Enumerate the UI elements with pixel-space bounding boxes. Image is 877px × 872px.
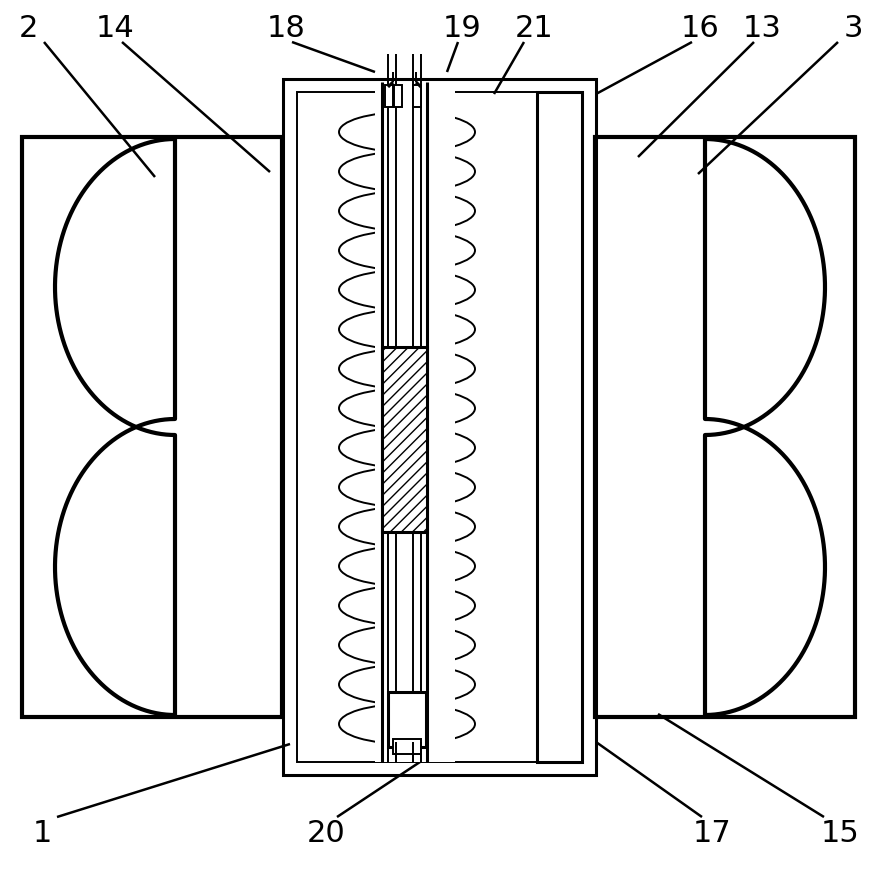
Bar xyxy=(393,739,421,754)
Text: 17: 17 xyxy=(693,820,731,848)
Bar xyxy=(334,112,480,744)
Text: 16: 16 xyxy=(681,15,719,44)
Bar xyxy=(375,82,455,762)
Text: 3: 3 xyxy=(844,15,863,44)
Bar xyxy=(537,92,582,762)
Bar xyxy=(595,137,855,717)
Text: 2: 2 xyxy=(18,15,38,44)
Bar xyxy=(22,137,282,717)
Bar xyxy=(394,85,402,107)
Bar xyxy=(388,692,426,747)
Text: 19: 19 xyxy=(443,15,481,44)
Bar xyxy=(283,79,596,775)
Text: 20: 20 xyxy=(307,820,346,848)
Text: 13: 13 xyxy=(743,15,781,44)
Bar xyxy=(413,85,421,107)
Text: 14: 14 xyxy=(96,15,134,44)
Bar xyxy=(382,347,427,532)
Text: 18: 18 xyxy=(267,15,305,44)
Bar xyxy=(385,85,393,107)
Bar xyxy=(297,92,580,762)
Text: 15: 15 xyxy=(821,820,859,848)
Text: 1: 1 xyxy=(32,820,52,848)
Text: 21: 21 xyxy=(515,15,553,44)
